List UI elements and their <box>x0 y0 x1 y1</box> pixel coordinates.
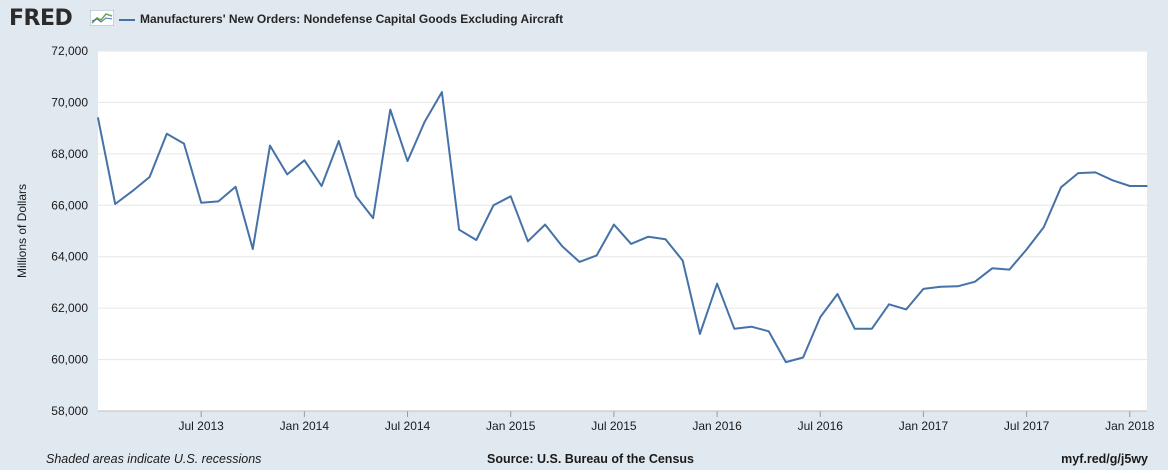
data-point[interactable] <box>905 308 908 311</box>
data-point[interactable] <box>957 285 959 288</box>
data-point[interactable] <box>561 245 564 248</box>
data-point[interactable] <box>922 288 925 290</box>
data-point[interactable] <box>1025 248 1028 251</box>
x-tick-label: Jul 2014 <box>385 419 431 433</box>
data-point[interactable] <box>286 173 288 176</box>
plot-background <box>98 51 1147 411</box>
y-axis-label: Millions of Dollars <box>15 184 29 278</box>
data-point[interactable] <box>337 140 340 142</box>
data-point[interactable] <box>888 303 890 306</box>
data-point[interactable] <box>492 204 495 207</box>
data-point[interactable] <box>767 330 770 333</box>
chart-header: FRED Manufacturers' New Orders: Nondefen… <box>0 0 1168 40</box>
data-point[interactable] <box>544 223 546 226</box>
y-tick-label: 66,000 <box>51 198 88 212</box>
data-point[interactable] <box>200 201 202 204</box>
x-tick-label: Jan 2014 <box>280 419 330 433</box>
data-point[interactable] <box>802 356 804 359</box>
x-axis: Jul 2013 Jan 2014 Jul 2014 Jan 2015 Jul 2015… <box>98 410 1155 433</box>
data-point[interactable] <box>1129 185 1131 187</box>
chart-area: 58,000 60,000 62,000 64,000 66,000 68,000 70,0… <box>15 44 1155 433</box>
x-tick-label: Jul 2013 <box>178 419 224 433</box>
data-point[interactable] <box>699 333 701 335</box>
data-point[interactable] <box>114 203 116 205</box>
data-point[interactable] <box>871 327 873 330</box>
data-point[interactable] <box>131 190 134 192</box>
chart-footer: Shaded areas indicate U.S. recessions So… <box>0 448 1168 470</box>
x-tick-label: Jan 2017 <box>899 419 949 433</box>
y-tick-label: 72,000 <box>51 44 88 58</box>
data-point[interactable] <box>630 243 632 245</box>
data-point[interactable] <box>509 195 512 198</box>
data-point[interactable] <box>355 195 357 198</box>
data-point[interactable] <box>974 280 976 283</box>
data-point[interactable] <box>1077 172 1080 174</box>
data-point[interactable] <box>750 325 753 328</box>
short-url[interactable]: myf.red/g/j5wy <box>1061 452 1148 466</box>
source-label: Source: U.S. Bureau of the Census <box>487 452 694 466</box>
data-point[interactable] <box>664 238 667 241</box>
data-point[interactable] <box>991 267 994 270</box>
data-point[interactable] <box>1043 226 1045 228</box>
recession-note: Shaded areas indicate U.S. recessions <box>46 452 262 466</box>
data-point[interactable] <box>320 185 323 187</box>
data-point[interactable] <box>1094 171 1097 174</box>
x-tick-label: Jul 2017 <box>1004 419 1050 433</box>
data-point[interactable] <box>853 327 856 330</box>
x-tick-label: Jan 2016 <box>692 419 742 433</box>
data-point[interactable] <box>406 160 409 162</box>
data-point[interactable] <box>595 254 598 257</box>
data-point[interactable] <box>716 282 718 285</box>
series-line-group[interactable] <box>97 91 1148 364</box>
data-point[interactable] <box>527 240 529 243</box>
data-point[interactable] <box>475 239 478 241</box>
data-point[interactable] <box>819 316 822 318</box>
x-tick-label: Jul 2015 <box>591 419 637 433</box>
data-point[interactable] <box>148 176 151 178</box>
y-axis: 58,000 60,000 62,000 64,000 66,000 68,000 70,0… <box>51 44 88 418</box>
data-point[interactable] <box>372 217 374 219</box>
y-tick-label: 58,000 <box>51 404 88 418</box>
data-point[interactable] <box>165 133 168 135</box>
x-tick-label: Jul 2016 <box>798 419 844 433</box>
data-point[interactable] <box>441 91 443 93</box>
legend-series-label[interactable]: Manufacturers' New Orders: Nondefense Ca… <box>140 12 564 26</box>
data-point[interactable] <box>251 248 254 250</box>
data-point[interactable] <box>1008 268 1011 271</box>
data-point[interactable] <box>1111 179 1114 182</box>
x-tick-label: Jan 2018 <box>1105 419 1155 433</box>
data-point[interactable] <box>389 108 392 111</box>
data-point[interactable] <box>613 223 615 226</box>
data-point[interactable] <box>681 259 684 262</box>
y-tick-label: 62,000 <box>51 301 88 315</box>
data-point[interactable] <box>269 144 271 147</box>
data-point[interactable] <box>97 117 99 119</box>
data-point[interactable] <box>578 261 581 263</box>
data-point[interactable] <box>303 159 306 162</box>
fred-logo[interactable]: FRED <box>9 6 73 31</box>
y-tick-label: 68,000 <box>51 147 88 161</box>
data-point[interactable] <box>458 228 460 231</box>
data-point[interactable] <box>836 293 839 295</box>
data-point[interactable] <box>785 361 787 363</box>
data-point[interactable] <box>1060 186 1062 189</box>
data-point[interactable] <box>939 286 942 288</box>
x-tick-label: Jan 2015 <box>486 419 536 433</box>
data-point[interactable] <box>217 200 220 203</box>
data-point[interactable] <box>183 142 185 145</box>
data-point[interactable] <box>234 185 237 188</box>
line-chart-icon <box>90 10 114 26</box>
legend-swatch <box>119 19 135 21</box>
data-point[interactable] <box>423 120 426 123</box>
y-tick-label: 70,000 <box>51 95 88 109</box>
series-line[interactable] <box>97 91 1147 364</box>
data-point[interactable] <box>733 327 736 330</box>
y-tick-label: 64,000 <box>51 250 88 264</box>
y-tick-label: 60,000 <box>51 353 88 367</box>
data-point[interactable] <box>1146 185 1148 187</box>
data-point[interactable] <box>647 235 650 238</box>
